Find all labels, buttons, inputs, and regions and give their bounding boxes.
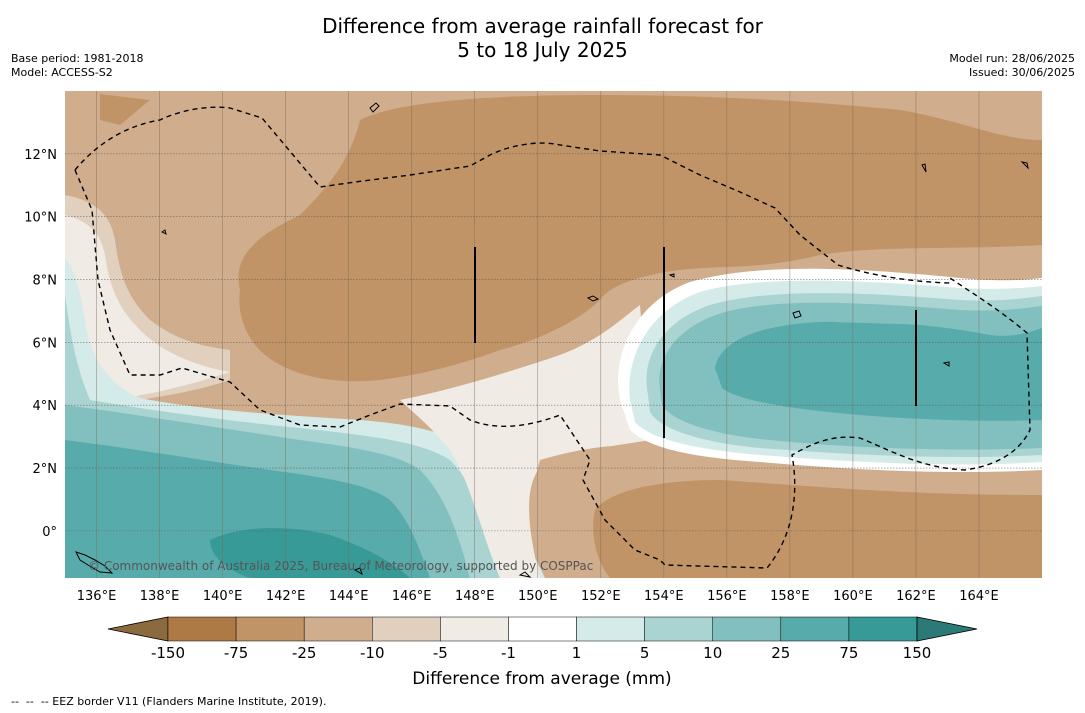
x-tick-label: 138°E (140, 589, 180, 604)
meta-left: Base period: 1981-2018 Model: ACCESS-S2 (11, 52, 143, 80)
x-tick-label: 158°E (770, 589, 810, 604)
eez-footnote: -- -- -- EEZ border V11 (Flanders Marine… (11, 695, 327, 708)
colorbar-segment (848, 616, 918, 642)
y-tick-label: 10°N (24, 211, 57, 226)
eez-borders (74, 106, 1031, 569)
colorbar: -150 -75 -25 -10 -5 -1 1 5 10 25 75 150 (107, 616, 978, 662)
rainfall-anomaly-field (65, 91, 1042, 578)
field-east-wet-5 (830, 320, 1030, 336)
model-text: Model: ACCESS-S2 (11, 66, 113, 79)
x-tick-label: 146°E (392, 589, 432, 604)
y-tick-label: 2°N (33, 462, 58, 477)
colorbar-segment (167, 616, 237, 642)
colorbar-tick-label: 25 (771, 644, 790, 662)
colorbar-segment (372, 616, 441, 642)
colorbar-segment (644, 616, 713, 642)
y-axis-ticks: 12°N 10°N 8°N 6°N 4°N 2°N 0° (24, 148, 57, 540)
copyright-notice: © Commonwealth of Australia 2025, Bureau… (88, 559, 593, 573)
x-tick-label: 152°E (581, 589, 621, 604)
colorbar-tick-label: -1 (501, 644, 516, 662)
x-tick-label: 162°E (896, 589, 936, 604)
colorbar-tick-label: -25 (292, 644, 317, 662)
island-kosrae (792, 310, 802, 319)
colorbar-segment (235, 616, 305, 642)
island-east (942, 361, 950, 367)
field-west-wet-5 (210, 528, 410, 578)
colorbar-segment (576, 616, 645, 642)
island-new-guinea-coast (75, 551, 114, 574)
colorbar-tick-label: -150 (151, 644, 185, 662)
colorbar-tick-label: 5 (640, 644, 650, 662)
x-tick-label: 136°E (77, 589, 117, 604)
x-tick-label: 154°E (644, 589, 684, 604)
zone-boundaries (474, 247, 917, 438)
issued-text: Issued: 30/06/2025 (968, 66, 1075, 79)
colorbar-title: Difference from average (mm) (412, 669, 671, 689)
colorbar-tick-label: 150 (903, 644, 932, 662)
field-west-white (65, 215, 230, 400)
island-north (369, 102, 380, 113)
base-period-text: Base period: 1981-2018 (11, 52, 144, 65)
field-central-white (400, 305, 650, 578)
y-tick-label: 6°N (33, 336, 58, 351)
x-tick-label: 142°E (266, 589, 306, 604)
colorbar-tick-label: -5 (433, 644, 448, 662)
colorbar-extend-high (916, 616, 978, 642)
island-yap (161, 229, 167, 235)
x-tick-label: 148°E (455, 589, 495, 604)
field-southeast-dry-inner (593, 480, 1042, 578)
graticule (65, 91, 1042, 578)
colorbar-tick-label: 75 (839, 644, 858, 662)
field-north-dry-outer (100, 94, 1042, 382)
island-chuuk (586, 295, 600, 302)
island-pohnpei (668, 273, 675, 278)
colorbar-segment (303, 616, 373, 642)
colorbar-extend-low (107, 616, 169, 642)
x-tick-label: 156°E (707, 589, 747, 604)
colorbar-tick-label: 10 (703, 644, 722, 662)
field-east-wet-4 (715, 321, 1042, 421)
colorbar-segment (440, 616, 509, 642)
x-tick-label: 150°E (518, 589, 558, 604)
colorbar-tick-label: 1 (572, 644, 582, 662)
x-tick-label: 160°E (833, 589, 873, 604)
meta-right: Model run: 28/06/2025 Issued: 30/06/2025 (949, 52, 1075, 80)
y-tick-label: 0° (42, 525, 57, 540)
island-north-east (921, 161, 1029, 173)
x-tick-label: 164°E (959, 589, 999, 604)
colorbar-segment (508, 616, 577, 642)
y-tick-label: 12°N (24, 148, 57, 163)
eez-border-southwest (74, 169, 1031, 569)
x-tick-label: 140°E (203, 589, 243, 604)
map-title: Difference from average rainfall forecas… (322, 14, 763, 62)
colorbar-segment (780, 616, 850, 642)
islands (75, 102, 1029, 578)
colorbar-tick-label: -75 (224, 644, 249, 662)
eez-border-west (74, 106, 951, 284)
island-south (353, 567, 532, 578)
y-tick-label: 4°N (33, 399, 58, 414)
x-tick-label: 144°E (329, 589, 369, 604)
colorbar-segment (712, 616, 782, 642)
y-tick-label: 8°N (33, 274, 58, 289)
colorbar-tick-label: -10 (360, 644, 385, 662)
x-axis-ticks: 136°E 138°E 140°E 142°E 144°E 146°E 148°E 150°E… (77, 589, 999, 604)
model-run-text: Model run: 28/06/2025 (949, 52, 1075, 65)
